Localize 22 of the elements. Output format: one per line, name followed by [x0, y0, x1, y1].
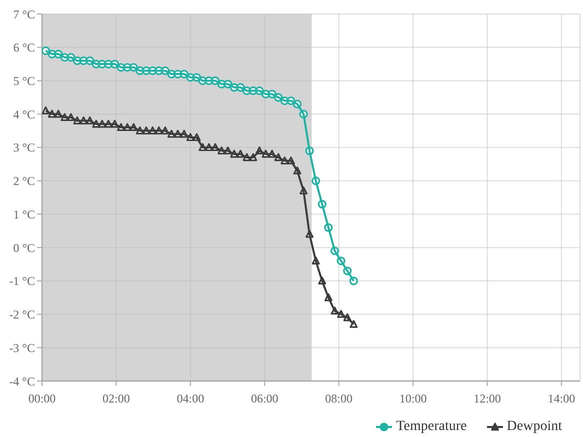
y-tick-label: 5 °C — [13, 74, 35, 88]
legend-label: Dewpoint — [506, 419, 562, 435]
x-tick-label: 08:00 — [325, 392, 352, 406]
y-tick-label: -4 °C — [9, 374, 35, 388]
y-tick-label: -1 °C — [9, 274, 35, 288]
y-tick-label: 4 °C — [13, 107, 35, 122]
x-tick-label: 12:00 — [474, 392, 501, 406]
y-tick-label: 3 °C — [13, 140, 35, 155]
y-tick-label: 6 °C — [13, 40, 35, 55]
y-tick-label: 1 °C — [13, 207, 35, 222]
x-tick-label: 06:00 — [250, 392, 278, 406]
y-tick-label: 0 °C — [13, 240, 35, 255]
y-tick-label: -3 °C — [9, 340, 35, 355]
y-tick-label: -2 °C — [9, 308, 35, 322]
legend-label: Temperature — [396, 419, 467, 435]
y-tick-label: 7 °C — [13, 7, 35, 22]
y-tick-label: 2 °C — [13, 174, 35, 188]
x-tick-label: 02:00 — [102, 392, 130, 406]
x-tick-label: 04:00 — [176, 392, 204, 406]
x-tick-label: 00:00 — [28, 392, 56, 406]
x-tick-label: 14:00 — [548, 392, 576, 406]
x-tick-label: 10:00 — [399, 392, 427, 406]
